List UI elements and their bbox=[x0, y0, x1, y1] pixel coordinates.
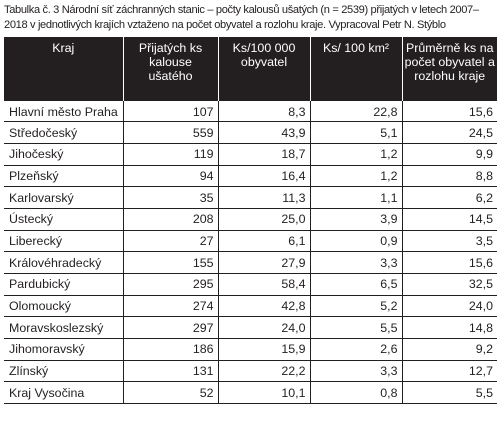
table-row: Olomoucký 274 42,8 5,2 24,0 bbox=[4, 295, 497, 318]
table-row: Pardubický 295 58,4 6,5 32,5 bbox=[4, 273, 497, 296]
cell-prijatych: 186 bbox=[122, 338, 218, 361]
cell-kraj: Olomoucký bbox=[4, 295, 123, 318]
data-table: Kraj Přijatých ks kalouse ušatého Ks/100… bbox=[4, 37, 497, 405]
cell-ks-km2: 5,2 bbox=[309, 295, 402, 318]
header-prumerne: Průměrně ks na počet obyvatel a rozlohu … bbox=[401, 37, 497, 100]
cell-ks-obyvatel: 18,7 bbox=[217, 143, 310, 166]
cell-prijatych: 131 bbox=[122, 360, 218, 383]
cell-kraj: Plzeňský bbox=[4, 165, 123, 188]
cell-prumerne: 24,0 bbox=[401, 295, 497, 318]
cell-ks-obyvatel: 42,8 bbox=[217, 295, 310, 318]
cell-prijatych: 155 bbox=[122, 251, 218, 274]
cell-prumerne: 12,7 bbox=[401, 360, 497, 383]
table-row: Kraj Vysočina 52 10,1 0,8 5,5 bbox=[4, 381, 497, 405]
cell-prumerne: 6,2 bbox=[401, 186, 497, 209]
cell-prumerne: 8,8 bbox=[401, 165, 497, 188]
cell-ks-obyvatel: 16,4 bbox=[217, 165, 310, 188]
cell-prumerne: 5,5 bbox=[401, 381, 497, 405]
cell-kraj: Liberecký bbox=[4, 230, 123, 253]
cell-ks-km2: 1,1 bbox=[309, 186, 402, 209]
cell-kraj: Moravskoslezský bbox=[4, 316, 123, 340]
cell-kraj: Jihomoravský bbox=[4, 338, 123, 361]
cell-prijatych: 119 bbox=[122, 143, 218, 166]
cell-ks-km2: 0,8 bbox=[309, 381, 402, 405]
table-row: Středočeský 559 43,9 5,1 24,5 bbox=[4, 121, 497, 144]
cell-prumerne: 24,5 bbox=[401, 121, 497, 144]
cell-kraj: Karlovarský bbox=[4, 186, 123, 209]
cell-prumerne: 15,6 bbox=[401, 251, 497, 274]
cell-prijatych: 297 bbox=[122, 316, 218, 340]
cell-prumerne: 9,2 bbox=[401, 338, 497, 361]
cell-ks-km2: 5,1 bbox=[309, 121, 402, 144]
table-row: Karlovarský 35 11,3 1,1 6,2 bbox=[4, 186, 497, 209]
cell-ks-km2: 3,9 bbox=[309, 208, 402, 231]
table-row: Moravskoslezský 297 24,0 5,5 14,8 bbox=[4, 316, 497, 340]
header-ks-km2: Ks/ 100 km² bbox=[309, 37, 402, 100]
table-row: Zlínský 131 22,2 3,3 12,7 bbox=[4, 360, 497, 383]
cell-prijatych: 559 bbox=[122, 121, 218, 144]
cell-kraj: Jihočeský bbox=[4, 143, 123, 166]
cell-kraj: Pardubický bbox=[4, 273, 123, 296]
cell-ks-obyvatel: 15,9 bbox=[217, 338, 310, 361]
cell-prijatych: 94 bbox=[122, 165, 218, 188]
cell-prumerne: 32,5 bbox=[401, 273, 497, 296]
cell-ks-km2: 3,3 bbox=[309, 251, 402, 274]
table-caption: Tabulka č. 3 Národní síť záchranných sta… bbox=[4, 4, 479, 31]
header-kraj: Kraj bbox=[4, 37, 123, 100]
cell-ks-obyvatel: 27,9 bbox=[217, 251, 310, 274]
cell-ks-obyvatel: 43,9 bbox=[217, 121, 310, 144]
cell-kraj: Zlínský bbox=[4, 360, 123, 383]
table-row: Plzeňský 94 16,4 1,2 8,8 bbox=[4, 165, 497, 188]
cell-ks-km2: 2,6 bbox=[309, 338, 402, 361]
table-row: Ústecký 208 25,0 3,9 14,5 bbox=[4, 208, 497, 231]
cell-ks-km2: 3,3 bbox=[309, 360, 402, 383]
cell-prijatych: 27 bbox=[122, 230, 218, 253]
cell-ks-obyvatel: 6,1 bbox=[217, 230, 310, 253]
cell-prumerne: 14,8 bbox=[401, 316, 497, 340]
cell-ks-obyvatel: 24,0 bbox=[217, 316, 310, 340]
table-body: Hlavní město Praha 107 8,3 22,8 15,6 Středoče… bbox=[4, 100, 497, 405]
cell-prijatych: 35 bbox=[122, 186, 218, 209]
cell-ks-obyvatel: 10,1 bbox=[217, 381, 310, 405]
header-prijatych: Přijatých ks kalouse ušatého bbox=[122, 37, 218, 100]
cell-prumerne: 3,5 bbox=[401, 230, 497, 253]
header-ks-obyvatel: Ks/100 000 obyvatel bbox=[217, 37, 310, 100]
table-row: Jihomoravský 186 15,9 2,6 9,2 bbox=[4, 338, 497, 361]
cell-ks-obyvatel: 8,3 bbox=[217, 100, 310, 123]
cell-kraj: Ústecký bbox=[4, 208, 123, 231]
cell-prijatych: 208 bbox=[122, 208, 218, 231]
header-row: Kraj Přijatých ks kalouse ušatého Ks/100… bbox=[4, 37, 497, 100]
cell-kraj: Kraj Vysočina bbox=[4, 381, 123, 405]
cell-kraj: Královéhradecký bbox=[4, 251, 123, 274]
cell-ks-obyvatel: 58,4 bbox=[217, 273, 310, 296]
cell-ks-km2: 1,2 bbox=[309, 165, 402, 188]
cell-prijatych: 295 bbox=[122, 273, 218, 296]
cell-kraj: Hlavní město Praha bbox=[4, 100, 123, 123]
cell-ks-obyvatel: 22,2 bbox=[217, 360, 310, 383]
table-row: Jihočeský 119 18,7 1,2 9,9 bbox=[4, 143, 497, 166]
cell-ks-km2: 5,5 bbox=[309, 316, 402, 340]
cell-prijatych: 107 bbox=[122, 100, 218, 123]
table-row: Královéhradecký 155 27,9 3,3 15,6 bbox=[4, 251, 497, 274]
cell-ks-km2: 0,9 bbox=[309, 230, 402, 253]
cell-prumerne: 14,5 bbox=[401, 208, 497, 231]
cell-ks-km2: 1,2 bbox=[309, 143, 402, 166]
cell-prijatych: 52 bbox=[122, 381, 218, 405]
cell-ks-obyvatel: 11,3 bbox=[217, 186, 310, 209]
cell-prumerne: 9,9 bbox=[401, 143, 497, 166]
cell-ks-km2: 22,8 bbox=[309, 100, 402, 123]
cell-ks-obyvatel: 25,0 bbox=[217, 208, 310, 231]
cell-prumerne: 15,6 bbox=[401, 100, 497, 123]
cell-prijatych: 274 bbox=[122, 295, 218, 318]
table-row: Liberecký 27 6,1 0,9 3,5 bbox=[4, 230, 497, 253]
cell-ks-km2: 6,5 bbox=[309, 273, 402, 296]
table-row: Hlavní město Praha 107 8,3 22,8 15,6 bbox=[4, 100, 497, 123]
cell-kraj: Středočeský bbox=[4, 121, 123, 144]
